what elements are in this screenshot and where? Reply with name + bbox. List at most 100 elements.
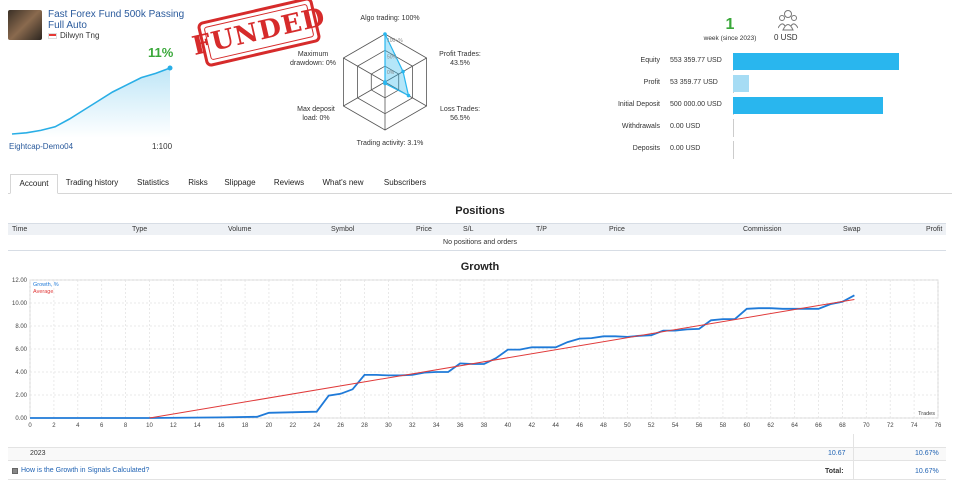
signal-title[interactable]: Fast Forex Fund 500k Passing Full Auto — [48, 9, 184, 31]
growth-xtick: 54 — [672, 423, 679, 429]
growth-xtick: 60 — [743, 423, 750, 429]
positions-col-2: Volume — [228, 226, 252, 233]
radar-axis — [343, 57, 386, 83]
growth-title: Growth — [460, 261, 500, 273]
growth-xtick: 42 — [528, 423, 535, 429]
growth-xtick: 48 — [600, 423, 607, 429]
growth-xlabel: Trades — [918, 411, 935, 417]
growth-xtick: 12 — [170, 423, 177, 429]
radar-point — [383, 80, 387, 84]
author-row[interactable]: Dilwyn Tng — [48, 31, 99, 40]
subscribers-value: 0 USD — [774, 33, 798, 42]
bar-value-3: 0.00 USD — [670, 123, 701, 130]
help-link[interactable]: How is the Growth in Signals Calculated? — [21, 467, 150, 474]
growth-percent: 11% — [148, 45, 174, 60]
author-avatar[interactable] — [8, 10, 42, 40]
ytd-col-sep — [853, 434, 854, 480]
tab-subscribers[interactable]: Subscribers — [383, 178, 427, 187]
positions-title: Positions — [455, 205, 505, 217]
growth-xtick: 22 — [289, 423, 296, 429]
balance-bar-2 — [733, 97, 883, 114]
growth-xtick: 66 — [815, 423, 822, 429]
radar-point — [383, 32, 387, 36]
help-icon — [12, 467, 18, 474]
balance-bar-1 — [733, 75, 749, 92]
growth-ytick: 12.00 — [12, 278, 28, 284]
help-row[interactable]: How is the Growth in Signals Calculated? — [12, 467, 149, 474]
positions-header-bg — [8, 223, 946, 235]
growth-xtick: 32 — [409, 423, 416, 429]
growth-xtick: 70 — [863, 423, 870, 429]
bar-value-0: 553 359.77 USD — [670, 57, 722, 64]
growth-xtick: 74 — [911, 423, 918, 429]
signal-title-line2[interactable]: Full Auto — [48, 20, 87, 31]
growth-xtick: 76 — [935, 423, 942, 429]
growth-ytick: 2.00 — [15, 393, 27, 399]
mini-chart-area — [12, 68, 170, 138]
growth-xtick: 38 — [481, 423, 488, 429]
growth-ytick: 8.00 — [15, 324, 27, 330]
growth-xtick: 68 — [839, 423, 846, 429]
growth-ytick: 4.00 — [15, 370, 27, 376]
growth-legend-1: Average — [33, 289, 53, 295]
growth-xtick: 28 — [361, 423, 368, 429]
radar-label-activity: Trading activity: 3.1% — [356, 140, 424, 147]
year-row — [8, 447, 946, 461]
bar-value-4: 0.00 USD — [670, 145, 701, 152]
positions-col-9: Swap — [843, 226, 861, 233]
bar-axis — [733, 119, 734, 137]
growth-xtick: 56 — [696, 423, 703, 429]
bar-value-1: 53 359.77 USD — [670, 79, 718, 86]
growth-xtick: 4 — [76, 423, 80, 429]
bar-label-2: Initial Deposit — [617, 101, 660, 108]
tab-account[interactable]: Account — [10, 174, 58, 194]
growth-xtick: 26 — [337, 423, 344, 429]
balance-bar-0 — [733, 53, 899, 70]
growth-xtick: 2 — [52, 423, 56, 429]
bar-label-0: Equity — [640, 57, 660, 64]
bar-axis — [733, 141, 734, 159]
signal-title-line1[interactable]: Fast Forex Fund 500k Passing — [48, 9, 185, 20]
growth-ytick: 0.00 — [15, 416, 27, 422]
ytd-value: 10.67% — [915, 450, 939, 457]
growth-xtick: 0 — [28, 423, 32, 429]
tab-trading-history[interactable]: Trading history — [65, 178, 119, 187]
tab-what-s-new[interactable]: What's new — [322, 178, 364, 187]
growth-legend-0: Growth, % — [33, 282, 59, 288]
radar-label-algo: Algo trading: 100% — [360, 15, 420, 22]
flag-icon — [48, 32, 57, 39]
tab-slippage[interactable]: Slippage — [224, 178, 256, 187]
tab-bar-line — [8, 193, 952, 194]
tab-statistics[interactable]: Statistics — [136, 178, 169, 187]
positions-col-0: Time — [12, 226, 28, 233]
mini-growth-chart — [11, 65, 173, 138]
growth-ytick: 10.00 — [12, 301, 28, 307]
radar-ring-label: 0% — [387, 70, 395, 76]
tab-risks[interactable]: Risks — [188, 178, 208, 187]
radar-label-profit: Profit Trades: 43.5% — [439, 51, 481, 67]
bar-value-2: 500 000.00 USD — [670, 101, 722, 108]
radar-ring-label: 50% — [387, 54, 398, 60]
growth-xtick: 10 — [146, 423, 153, 429]
growth-xtick: 20 — [266, 423, 273, 429]
growth-xtick: 72 — [887, 423, 894, 429]
positions-col-4: Price — [416, 226, 432, 233]
positions-col-1: Type — [132, 226, 148, 233]
tab-reviews[interactable]: Reviews — [273, 178, 305, 187]
radar-point — [406, 93, 411, 98]
weeks-count: 1 — [725, 16, 735, 33]
growth-xtick: 14 — [194, 423, 201, 429]
weeks-label: week (since 2023) — [703, 35, 757, 42]
account-server[interactable]: Eightcap-Demo04 — [9, 142, 74, 151]
leverage: 1:100 — [152, 142, 173, 151]
growth-xtick: 50 — [624, 423, 631, 429]
footer-line — [8, 479, 946, 480]
positions-col-5: S/L — [463, 226, 474, 233]
radar-label-load: Max deposit load: 0% — [297, 106, 335, 122]
radar-ring-label: 100+% — [387, 38, 403, 44]
total-value: 10.67% — [915, 468, 939, 475]
growth-xtick: 34 — [433, 423, 440, 429]
positions-col-10: Profit — [926, 226, 943, 233]
author-name[interactable]: Dilwyn Tng — [60, 31, 100, 40]
